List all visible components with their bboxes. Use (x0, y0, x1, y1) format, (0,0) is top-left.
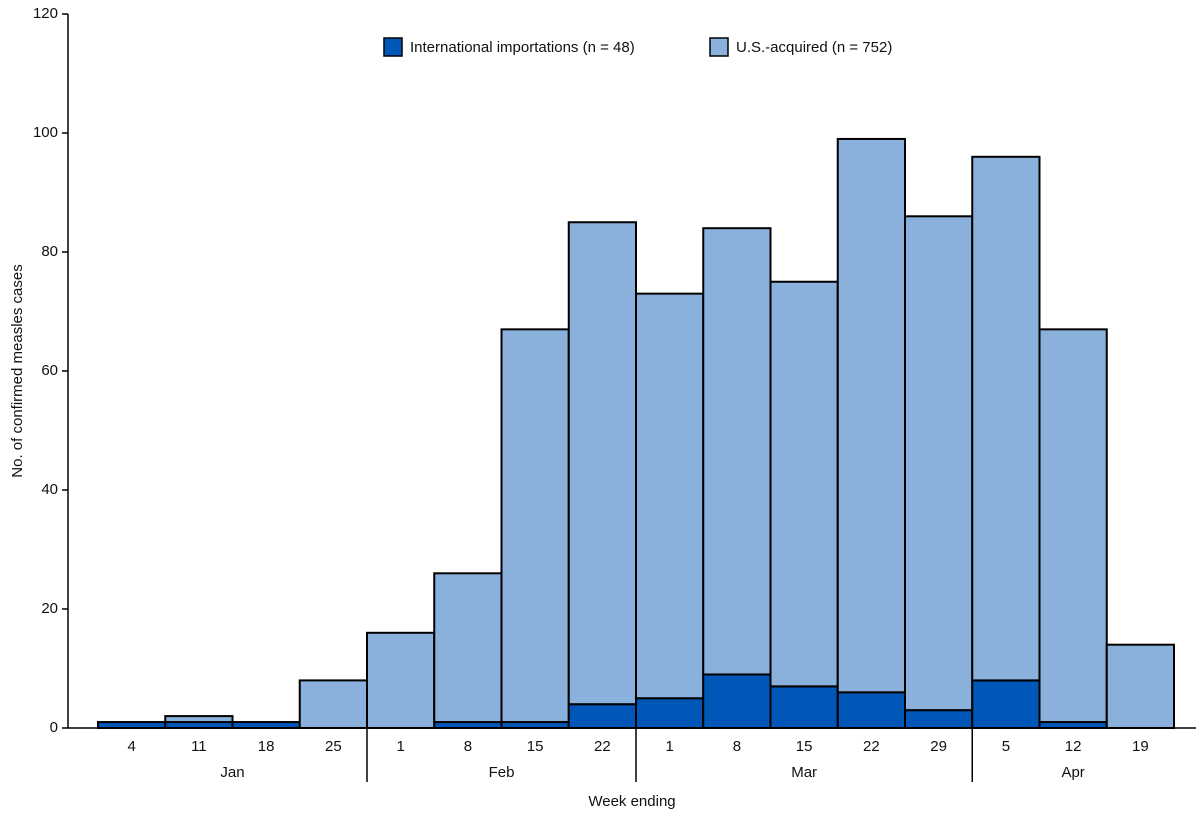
x-tick-label: 1 (396, 738, 404, 755)
bar-segment (769, 685, 839, 729)
legend-swatch (383, 37, 403, 57)
y-tick-label: 100 (33, 124, 58, 141)
bar-segment (836, 691, 906, 729)
bar-segment (971, 679, 1041, 730)
bar-segment (1105, 643, 1175, 730)
legend-swatch (709, 37, 729, 57)
bar-segment (298, 679, 368, 730)
bar-segment (769, 280, 839, 688)
x-tick-label: 5 (1002, 738, 1010, 755)
bar-segment (702, 673, 772, 730)
x-tick-label: 11 (191, 738, 207, 755)
y-tick-label: 20 (41, 600, 58, 617)
x-tick-label: 15 (527, 738, 544, 755)
x-tick-label: 19 (1132, 738, 1149, 755)
y-tick-label: 60 (41, 362, 58, 379)
bar-segment (702, 227, 772, 676)
bar-segment (567, 703, 637, 730)
y-axis-title: No. of confirmed measles cases (9, 264, 26, 477)
x-tick-label: 8 (733, 738, 741, 755)
x-tick-label: 12 (1065, 738, 1082, 755)
bar-segment (231, 721, 301, 729)
bar-segment (164, 715, 234, 724)
bar-segment (433, 572, 503, 724)
group-label: Apr (1061, 764, 1084, 781)
bar-segment (836, 137, 906, 694)
group-label: Feb (489, 764, 515, 781)
x-tick-label: 25 (325, 738, 342, 755)
bar-segment (904, 215, 974, 712)
x-tick-label: 8 (464, 738, 472, 755)
x-axis-title: Week ending (588, 793, 675, 810)
legend-label: U.S.-acquired (n = 752) (736, 39, 892, 56)
y-tick-label: 120 (33, 5, 58, 22)
group-label: Jan (220, 764, 244, 781)
bar-segment (971, 155, 1041, 682)
bar-segment (500, 328, 570, 724)
bar-segment (904, 709, 974, 730)
x-tick-label: 15 (796, 738, 813, 755)
bar-segment (97, 721, 167, 729)
x-tick-label: 22 (594, 738, 611, 755)
legend-label: International importations (n = 48) (410, 39, 635, 56)
x-tick-label: 22 (863, 738, 880, 755)
x-tick-label: 1 (665, 738, 673, 755)
x-tick-label: 18 (258, 738, 275, 755)
bar-segment (635, 292, 705, 700)
y-tick-label: 80 (41, 243, 58, 260)
group-label: Mar (791, 764, 817, 781)
x-tick-label: 4 (127, 738, 135, 755)
bar-segment (567, 221, 637, 706)
bar-segment (1038, 328, 1108, 724)
y-tick-label: 40 (41, 481, 58, 498)
y-tick-label: 0 (50, 719, 58, 736)
bar-segment (635, 697, 705, 729)
x-tick-label: 29 (930, 738, 947, 755)
bar-segment (366, 631, 436, 729)
